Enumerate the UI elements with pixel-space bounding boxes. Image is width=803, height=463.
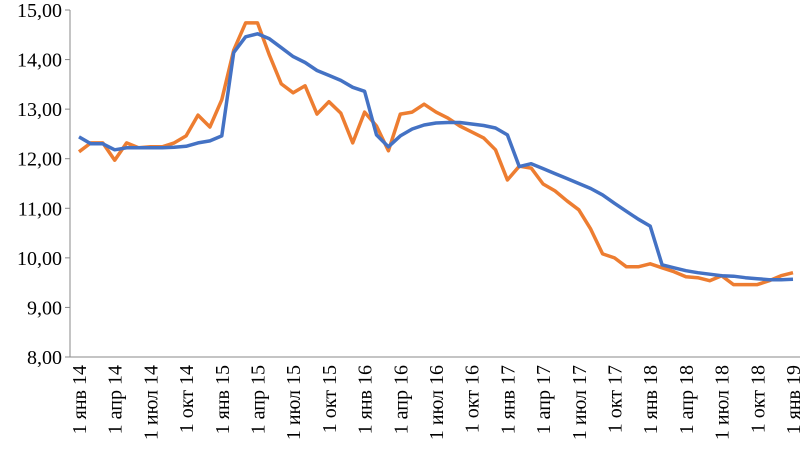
x-tick-label: 1 янв 19 (783, 365, 803, 434)
x-tick-label: 1 янв 16 (355, 365, 377, 434)
x-tick-label: 1 окт 18 (747, 365, 769, 433)
x-tick-label: 1 апр 17 (533, 365, 555, 434)
x-tick-label: 1 апр 16 (390, 365, 412, 434)
x-tick-label: 1 апр 18 (676, 365, 698, 434)
x-tick-label: 1 апр 15 (248, 365, 270, 434)
x-tick-label: 1 окт 15 (319, 365, 341, 433)
series-line (77, 21, 794, 287)
x-tick-label: 1 июл 17 (569, 365, 591, 440)
x-tick-label: 1 июл 15 (283, 365, 305, 440)
y-tick-label: 12,00 (17, 149, 62, 171)
x-tick-label: 1 окт 14 (176, 365, 198, 433)
y-tick-label: 9,00 (27, 297, 62, 319)
y-tick-label: 15,00 (17, 0, 62, 22)
y-tick-label: 10,00 (17, 248, 62, 270)
x-tick-label: 1 янв 15 (212, 365, 234, 434)
x-tick-label: 1 янв 14 (69, 365, 91, 434)
y-tick-label: 13,00 (17, 99, 62, 121)
series-line (78, 32, 794, 282)
y-tick-label: 14,00 (17, 50, 62, 72)
x-tick-label: 1 окт 17 (605, 365, 627, 433)
x-tick-label: 1 июл 16 (426, 365, 448, 440)
x-tick-label: 1 июл 14 (140, 365, 162, 440)
x-tick-label: 1 апр 14 (105, 365, 127, 434)
y-tick-label: 8,00 (27, 347, 62, 369)
y-tick-label: 11,00 (18, 198, 62, 220)
x-tick-label: 1 янв 17 (497, 365, 519, 434)
x-tick-label: 1 окт 16 (462, 365, 484, 433)
x-tick-label: 1 июл 18 (712, 365, 734, 440)
x-tick-label: 1 янв 18 (640, 365, 662, 434)
